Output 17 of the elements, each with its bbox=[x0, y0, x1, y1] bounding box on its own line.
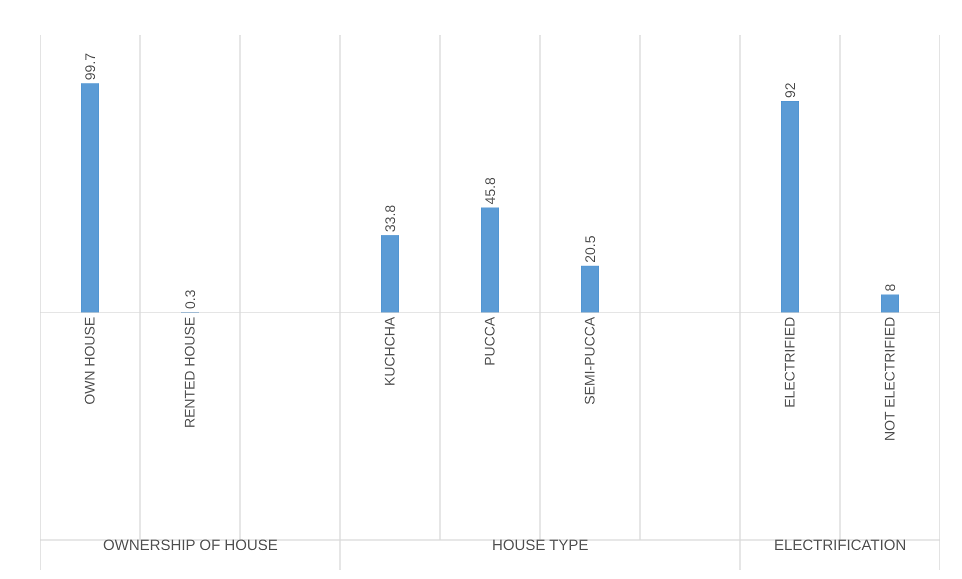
x-tick-label: RENTED HOUSE bbox=[182, 316, 198, 428]
text: HOUSE TYPE bbox=[492, 537, 588, 554]
data-label: 0.3 bbox=[182, 289, 198, 309]
text: OWNERSHIP OF HOUSE bbox=[103, 537, 278, 554]
data-label: 8 bbox=[882, 284, 898, 292]
data-label: 45.8 bbox=[482, 177, 498, 204]
x-tick-label: KUCHCHA bbox=[382, 316, 398, 386]
data-label: 92 bbox=[782, 82, 798, 98]
data-label: 33.8 bbox=[382, 204, 398, 232]
x-tick-label: OWN HOUSE bbox=[82, 316, 98, 405]
x-tick-label: PUCCA bbox=[482, 316, 498, 366]
x-tick-label: SEMI-PUCCA bbox=[582, 316, 598, 405]
x-tick-label: ELECTRIFIED bbox=[782, 316, 798, 408]
text: ELECTRIFICATION bbox=[774, 537, 906, 554]
data-label: 20.5 bbox=[582, 235, 598, 263]
data-label: 99.7 bbox=[82, 52, 98, 80]
x-tick-label: NOT ELECTRIFIED bbox=[882, 316, 898, 442]
